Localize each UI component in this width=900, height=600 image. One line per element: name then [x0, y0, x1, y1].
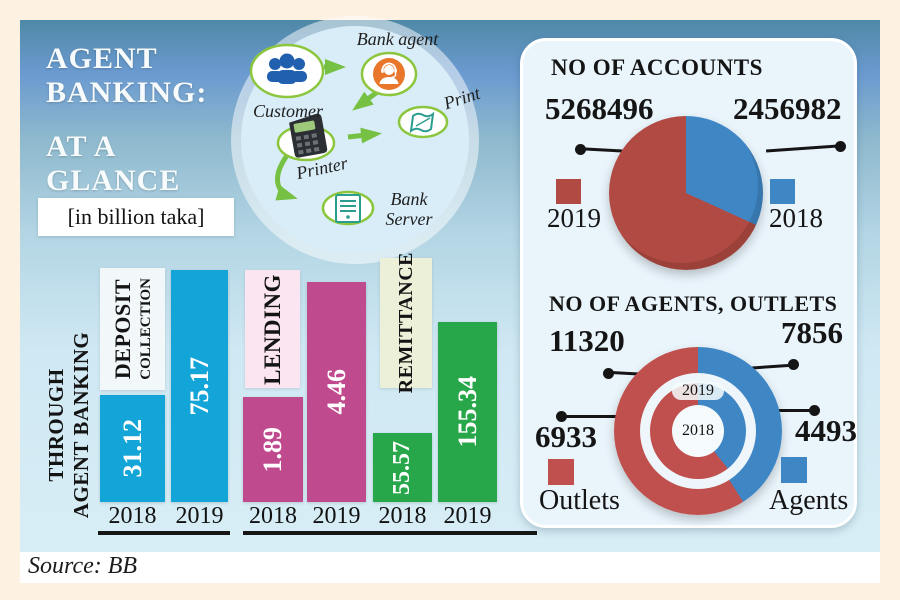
year-label: 2019: [312, 503, 361, 529]
outlets-2018-value: 6933: [535, 419, 597, 454]
server-icon: [335, 194, 361, 223]
bar-remittance-2018: 55.57: [373, 433, 432, 502]
baseline: [98, 531, 230, 535]
callout-dot: [835, 141, 846, 152]
arrow-to-print: [347, 127, 382, 144]
bar-value: 155.34: [452, 376, 482, 448]
deposit-label: DEPOSIT: [110, 278, 135, 380]
bank-agent-label: Bank agent: [356, 29, 439, 49]
bar-value: 75.17: [184, 356, 214, 416]
baseline: [243, 531, 406, 535]
agents-legend-label: Agents: [769, 485, 849, 516]
accounts-title: NO OF ACCOUNTS: [551, 55, 763, 80]
page-title: AGENT BANKING: AT A GLANCE: [46, 42, 246, 198]
pos-terminal-icon: [289, 113, 328, 158]
agents-2019-value: 7856: [781, 315, 843, 350]
bar-value: 55.57: [389, 440, 415, 495]
customer-label: Customer: [252, 101, 323, 121]
bar-chart: THROUGH AGENT BANKING DEPOSIT COLLECTION…: [40, 252, 537, 555]
unit-note: [in billion taka]: [38, 198, 234, 236]
bar-axis-label: THROUGH AGENT BANKING: [44, 320, 98, 530]
accounts-2018-value: 2456982: [733, 91, 842, 126]
lending-label: LENDING: [259, 273, 285, 385]
outlets-2019-value: 11320: [549, 323, 625, 358]
accounts-legend-2018-swatch: [770, 179, 795, 204]
callout-dot: [788, 359, 799, 370]
accounts-legend-2018-label: 2018: [769, 203, 823, 233]
remittance-label: REMITTANCE: [394, 252, 417, 394]
year-label: 2018: [249, 503, 297, 529]
agents-title: NO OF AGENTS, OUTLETS: [549, 291, 838, 316]
ring-label-2018: 2018: [682, 422, 714, 439]
axis-line1: THROUGH: [44, 368, 68, 482]
source-label: Source: BB: [28, 553, 138, 579]
bar-value: 1.89: [258, 426, 287, 473]
callout-dot: [575, 144, 586, 155]
source-band: Source: BB: [20, 552, 880, 583]
arrow-printer-to-server: [275, 152, 298, 201]
content-area: AGENT BANKING: AT A GLANCE [in billion t…: [20, 16, 880, 555]
right-panel: NO OF ACCOUNTS 5268496 2456982 2019 2018…: [520, 38, 857, 528]
customers-icon: [267, 53, 307, 84]
accounts-pie: [609, 116, 763, 270]
callout-line: [766, 144, 838, 153]
lending-label-box: LENDING: [245, 270, 300, 388]
baseline: [373, 531, 537, 535]
axis-line2: AGENT BANKING: [69, 331, 94, 519]
bar-value: 4.46: [321, 369, 351, 415]
title-line: GLANCE: [46, 163, 181, 197]
bar-remittance-2019: 155.34: [438, 322, 497, 502]
title-line: BANKING:: [46, 75, 208, 109]
ring-label-2019: 2019: [672, 382, 724, 400]
bar-lending-2018: 1.89: [243, 397, 303, 502]
bank-agent-icon: [373, 58, 405, 90]
accounts-2019-value: 5268496: [545, 91, 654, 126]
bar-lending-2019: 4.46: [307, 282, 366, 502]
year-label: 2019: [175, 503, 224, 529]
callout-dot: [603, 368, 614, 379]
remittance-label-box: REMITTANCE: [380, 252, 432, 394]
deposit-label2: COLLECTION: [138, 278, 154, 380]
receipt-icon: [409, 111, 435, 134]
accounts-legend-2019-swatch: [556, 179, 581, 204]
deposit-label-box: DEPOSIT COLLECTION: [100, 268, 165, 390]
donut-hole: [672, 405, 724, 457]
outlets-legend-swatch: [548, 459, 574, 485]
accounts-legend-2019-label: 2019: [547, 203, 601, 233]
year-label: 2018: [108, 503, 157, 529]
flow-diagram: Customer Bank agent Print Printer Bank S…: [230, 16, 490, 266]
outlets-legend-label: Outlets: [539, 485, 620, 516]
bar-deposit-2018: 31.12: [100, 395, 165, 502]
bar-deposit-2019: 75.17: [171, 270, 228, 502]
agents-2018-value: 4493: [795, 413, 857, 448]
year-label: 2019: [443, 503, 492, 529]
bar-value: 31.12: [117, 419, 147, 478]
callout-dot: [556, 411, 567, 422]
title-line: AT A: [46, 129, 117, 163]
title-line: AGENT: [46, 42, 158, 75]
agents-legend-swatch: [781, 457, 807, 483]
flow-diagram-graphic: [231, 16, 479, 264]
callout-dot: [809, 405, 820, 416]
year-label: 2018: [378, 503, 427, 529]
bank-server-label: Bank Server: [385, 189, 433, 229]
